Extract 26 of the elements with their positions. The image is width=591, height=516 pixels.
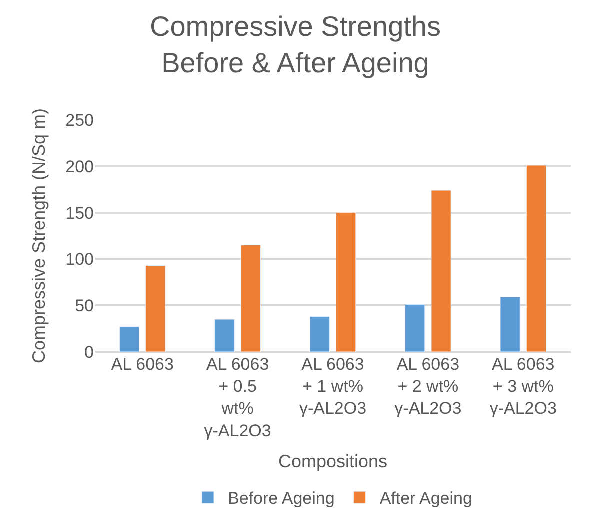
bar xyxy=(310,316,330,352)
legend-label: Before Ageing xyxy=(228,489,335,508)
y-tick-label: 50 xyxy=(75,296,94,316)
x-tick-label: AL 6063 + 2 wt% γ-AL2O3 xyxy=(394,355,462,418)
bar xyxy=(119,326,140,352)
bar xyxy=(240,245,261,352)
bar xyxy=(500,297,520,352)
y-tick-label: 150 xyxy=(66,204,94,223)
x-tick-label: AL 6063 + 0.5 wt% γ-AL2O3 xyxy=(204,355,272,440)
x-tick-label: AL 6063 + 3 wt% γ-AL2O3 xyxy=(490,355,557,418)
legend-label: After Ageing xyxy=(380,489,472,508)
bar xyxy=(526,165,547,352)
y-tick-label: 200 xyxy=(66,157,94,176)
bar xyxy=(336,212,356,352)
y-tick-label: 100 xyxy=(66,250,94,270)
y-axis-title: Compressive Strength (N/Sq m) xyxy=(28,108,49,364)
bar xyxy=(431,190,452,352)
x-axis-title: Compositions xyxy=(278,451,388,472)
y-tick-label: 0 xyxy=(84,342,94,362)
bar xyxy=(214,319,235,352)
y-tick-label: 250 xyxy=(66,110,94,130)
bar xyxy=(146,265,166,352)
chart-title: Compressive Strengths Before & After Ageing xyxy=(150,11,442,79)
x-tick-label: AL 6063 + 1 wt% γ-AL2O3 xyxy=(299,355,367,418)
x-tick-label: AL 6063 xyxy=(111,355,174,374)
bar xyxy=(405,304,426,352)
